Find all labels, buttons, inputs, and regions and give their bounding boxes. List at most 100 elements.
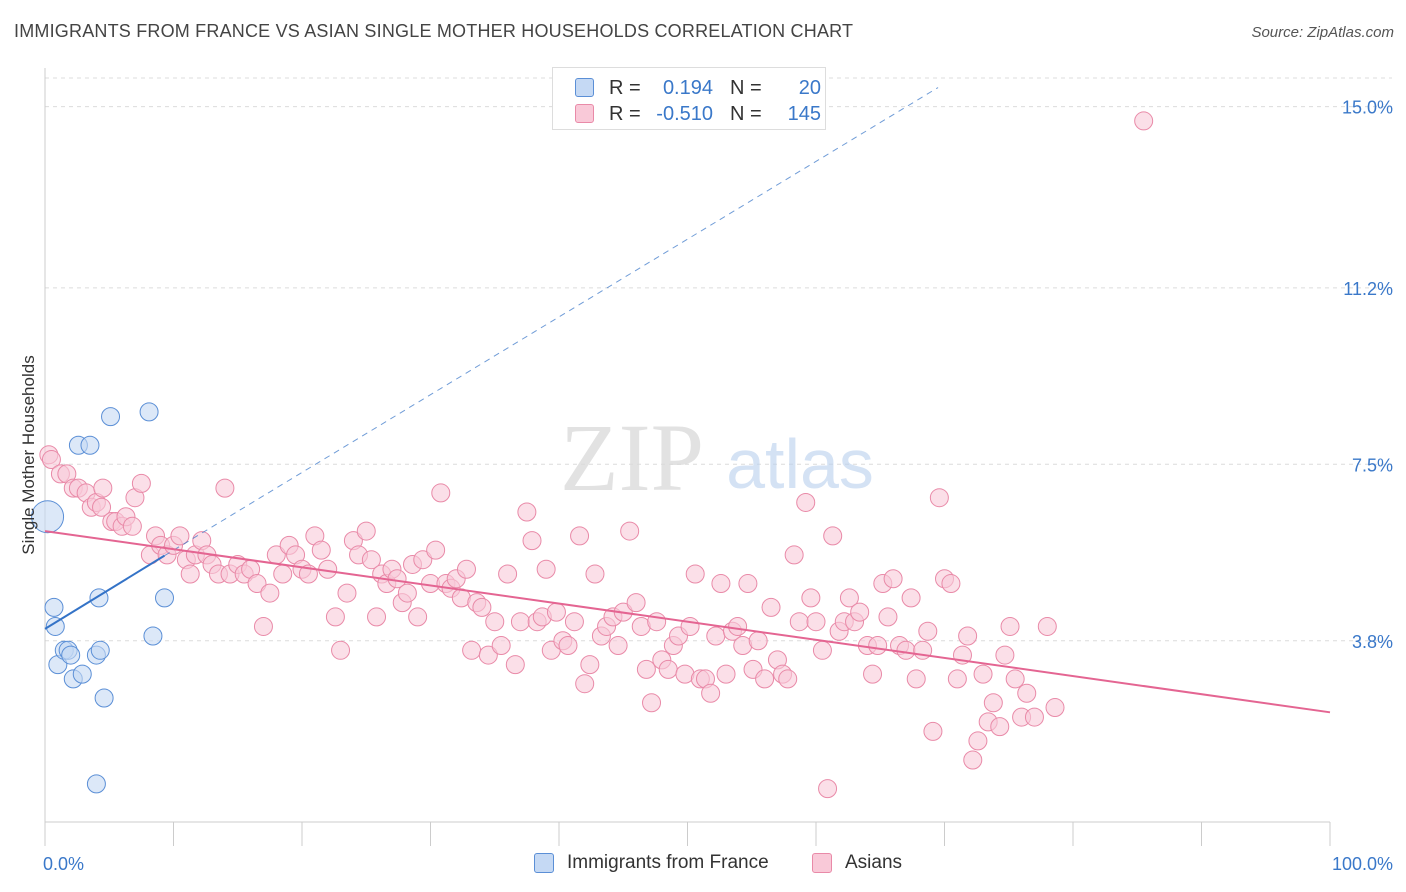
data-point-asians xyxy=(408,607,428,627)
data-point-asians xyxy=(796,492,816,512)
legend-r-label: R = xyxy=(609,103,641,125)
data-point-asians xyxy=(215,478,235,498)
data-point-asians xyxy=(426,540,446,560)
legend-n-label: N = xyxy=(730,77,762,99)
y-tick-label: 11.2% xyxy=(1343,279,1393,299)
data-point-france xyxy=(101,407,121,427)
data-point-asians xyxy=(1017,683,1037,703)
data-point-asians xyxy=(1005,669,1025,689)
data-point-asians xyxy=(478,645,498,665)
data-point-france xyxy=(90,640,110,660)
data-point-asians xyxy=(995,645,1015,665)
data-point-france xyxy=(45,616,65,636)
data-point-asians xyxy=(575,674,595,694)
data-point-asians xyxy=(801,588,821,608)
y-tick-label: 15.0% xyxy=(1342,98,1393,118)
data-point-france xyxy=(80,435,100,455)
data-point-france xyxy=(86,774,106,794)
data-point-asians xyxy=(361,550,381,570)
data-point-asians xyxy=(761,597,781,617)
data-point-asians xyxy=(863,664,883,684)
series-immigrants-from-france xyxy=(31,402,175,794)
data-point-asians xyxy=(510,612,530,632)
data-point-asians xyxy=(498,564,518,584)
data-point-asians xyxy=(431,483,451,503)
data-point-asians xyxy=(716,664,736,684)
data-point-asians xyxy=(839,588,859,608)
data-point-asians xyxy=(642,693,662,713)
data-point-asians xyxy=(929,488,949,508)
data-point-asians xyxy=(968,731,988,751)
data-point-asians xyxy=(522,531,542,551)
data-point-asians xyxy=(906,669,926,689)
data-point-asians xyxy=(990,717,1010,737)
data-point-asians xyxy=(923,721,943,741)
data-point-france xyxy=(94,688,114,708)
data-point-asians xyxy=(585,564,605,584)
legend-n-value: 145 xyxy=(787,103,821,125)
legend-r-value: 0.194 xyxy=(662,77,713,99)
data-point-asians xyxy=(918,621,938,641)
data-point-asians xyxy=(806,612,826,632)
data-point-asians xyxy=(784,545,804,565)
data-point-asians xyxy=(580,655,600,675)
data-point-asians xyxy=(472,597,492,617)
bottom-legend-swatch-pink xyxy=(812,853,832,873)
data-point-asians xyxy=(738,574,758,594)
tick-labels: 3.8% 7.5% 11.2% 15.0% 0.0% 100.0% xyxy=(43,98,1393,874)
data-point-asians xyxy=(701,683,721,703)
data-point-france xyxy=(44,597,64,617)
data-point-asians xyxy=(92,497,112,517)
trend-line-france xyxy=(44,554,166,630)
data-point-asians xyxy=(564,612,584,632)
data-point-asians xyxy=(958,626,978,646)
data-point-asians xyxy=(273,564,293,584)
data-point-asians xyxy=(491,636,511,656)
data-point-france xyxy=(143,626,163,646)
data-point-asians xyxy=(896,640,916,660)
data-point-asians xyxy=(901,588,921,608)
x-tick-label: 100.0% xyxy=(1332,854,1393,874)
data-point-france xyxy=(155,588,175,608)
legend-n-label: N = xyxy=(730,103,762,125)
trend-lines xyxy=(44,87,1331,714)
series-asians xyxy=(39,111,1154,799)
data-point-france xyxy=(31,500,65,534)
data-point-asians xyxy=(367,607,387,627)
x-tick-label: 0.0% xyxy=(43,854,84,874)
data-point-asians xyxy=(973,664,993,684)
data-point-asians xyxy=(122,516,142,536)
data-point-asians xyxy=(647,612,667,632)
correlation-legend: R = 0.194 N = 20 R = -0.510 N = 145 xyxy=(552,67,826,130)
data-point-france xyxy=(72,664,92,684)
legend-swatch-pink xyxy=(575,104,594,123)
data-point-asians xyxy=(570,526,590,546)
data-point-asians xyxy=(260,583,280,603)
data-point-asians xyxy=(983,693,1003,713)
data-point-asians xyxy=(311,540,331,560)
chart-title: IMMIGRANTS FROM FRANCE VS ASIAN SINGLE M… xyxy=(14,21,854,41)
data-point-asians xyxy=(462,640,482,660)
data-point-asians xyxy=(755,669,775,689)
data-point-asians xyxy=(485,612,505,632)
data-point-asians xyxy=(356,521,376,541)
data-point-asians xyxy=(325,607,345,627)
legend-r-label: R = xyxy=(609,77,641,99)
data-point-asians xyxy=(620,521,640,541)
grid-lines xyxy=(45,77,1392,642)
data-point-asians xyxy=(253,616,273,636)
data-point-asians xyxy=(558,636,578,656)
data-point-asians xyxy=(941,574,961,594)
data-point-asians xyxy=(1045,698,1065,718)
axes xyxy=(44,68,1331,846)
y-tick-label: 7.5% xyxy=(1352,455,1393,475)
data-point-asians xyxy=(812,640,832,660)
data-point-asians xyxy=(868,636,888,656)
data-point-asians xyxy=(1037,616,1057,636)
data-point-asians xyxy=(728,616,748,636)
data-point-asians xyxy=(41,450,61,470)
data-point-asians xyxy=(947,669,967,689)
legend-swatch-blue xyxy=(575,78,594,97)
data-point-france xyxy=(139,402,159,422)
source-credit: Source: ZipAtlas.com xyxy=(1251,24,1394,41)
